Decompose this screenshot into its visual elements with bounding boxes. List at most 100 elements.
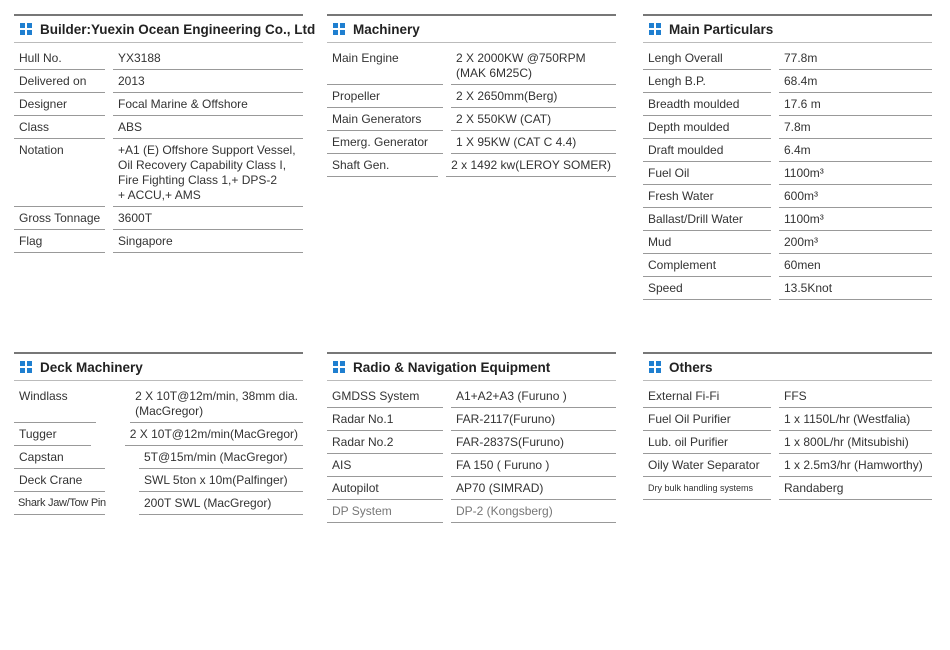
- icon-square: [20, 30, 25, 35]
- icon-square: [27, 30, 32, 35]
- row-label: Delivered on: [14, 70, 105, 93]
- row-value: 1 x 1150L/hr (Westfalia): [779, 408, 932, 431]
- row-label: DP System: [327, 500, 443, 523]
- row-label: Fuel Oil: [643, 162, 771, 185]
- row: Speed 13.5Knot: [643, 277, 932, 300]
- panel-title: Machinery: [353, 21, 420, 37]
- value-line: FFS: [784, 389, 807, 403]
- row-value: 3600T: [113, 207, 303, 230]
- row-label: Shaft Gen.: [327, 154, 439, 177]
- rows: External Fi-Fi FFS Fuel Oil Purifier 1 x 11…: [643, 385, 932, 500]
- row-value: YX3188: [113, 47, 303, 70]
- icon-square: [340, 361, 345, 366]
- row: Radar No.1 FAR-2117(Furuno): [327, 408, 616, 431]
- row-value: 5T@15m/min (MacGregor): [139, 446, 303, 469]
- value-line: 3600T: [118, 211, 153, 225]
- row-value: 13.5Knot: [779, 277, 932, 300]
- panel-header: Builder:Yuexin Ocean Engineering Co., Lt…: [14, 14, 315, 43]
- row: Capstan 5T@15m/min (MacGregor): [14, 446, 303, 469]
- row-value: 2 x 1492 kw(LEROY SOMER): [446, 154, 616, 177]
- value-line: 2 X 10T@12m/min(MacGregor): [129, 427, 298, 441]
- row-value: 68.4m: [779, 70, 932, 93]
- value-line: DP-2 (Kongsberg): [456, 504, 553, 518]
- icon-square: [20, 23, 25, 28]
- row: Delivered on 2013: [14, 70, 303, 93]
- panel-title: Others: [669, 359, 713, 375]
- icon-square: [20, 361, 25, 366]
- row-label: Oily Water Separator: [643, 454, 771, 477]
- value-line: Randaberg: [784, 481, 844, 495]
- row: AIS FA 150 ( Furuno ): [327, 454, 616, 477]
- icon-square: [649, 30, 654, 35]
- panel-title: Deck Machinery: [40, 359, 143, 375]
- panel-title: Main Particulars: [669, 21, 774, 37]
- row: Dry bulk handling systems Randaberg: [643, 477, 932, 500]
- icon-square: [656, 361, 661, 366]
- row: Tugger 2 X 10T@12m/min(MacGregor): [14, 423, 303, 446]
- panel: Radio & Navigation Equipment GMDSS System…: [327, 352, 616, 523]
- row-label: Notation: [14, 139, 105, 207]
- row-value: 2 X 550KW (CAT): [451, 108, 616, 131]
- panel: Machinery Main Engine 2 X 2000KW @750RPM (M…: [327, 14, 616, 177]
- icon-square: [340, 368, 345, 373]
- value-line: 200m³: [784, 235, 819, 249]
- row-value: SWL 5ton x 10m(Palfinger): [139, 469, 303, 492]
- row-value: 60men: [779, 254, 932, 277]
- row-value: 17.6 m: [779, 93, 932, 116]
- row: Windlass 2 X 10T@12m/min, 38mm dia. (MacGr…: [14, 385, 303, 423]
- value-line: FAR-2117(Furuno): [456, 412, 556, 426]
- value-line: Oil Recovery Capability Class I,: [118, 158, 287, 172]
- value-line: +A1 (E) Offshore Support Vessel,: [118, 143, 296, 157]
- row-label: Speed: [643, 277, 771, 300]
- row: Mud 200m³: [643, 231, 932, 254]
- row: Main Generators 2 X 550KW (CAT): [327, 108, 616, 131]
- value-line: 68.4m: [784, 74, 818, 88]
- row-value: Focal Marine & Offshore: [113, 93, 303, 116]
- panel: Main Particulars Lengh Overall 77.8m Lengh …: [643, 14, 932, 300]
- row: Lengh Overall 77.8m: [643, 47, 932, 70]
- row-value: 2 X 10T@12m/min, 38mm dia. (MacGregor): [130, 385, 303, 423]
- icon-square: [649, 23, 654, 28]
- row: Shark Jaw/Tow Pin 200T SWL (MacGregor): [14, 492, 303, 515]
- row-label: Draft moulded: [643, 139, 771, 162]
- value-line: FA 150 ( Furuno ): [456, 458, 550, 472]
- row-label: Fresh Water: [643, 185, 771, 208]
- icon-square: [649, 368, 654, 373]
- value-line: 1100m³: [784, 212, 824, 226]
- row-label: Dry bulk handling systems: [643, 477, 771, 500]
- row-value: FA 150 ( Furuno ): [451, 454, 616, 477]
- row-value: 2 X 2000KW @750RPM (MAK 6M25C): [451, 47, 616, 85]
- row-label: Gross Tonnage: [14, 207, 105, 230]
- row-value: FAR-2117(Furuno): [451, 408, 616, 431]
- row: Class ABS: [14, 116, 303, 139]
- row-value: 2 X 2650mm(Berg): [451, 85, 616, 108]
- row-label: Mud: [643, 231, 771, 254]
- row-label: Hull No.: [14, 47, 105, 70]
- row-label: Windlass: [14, 385, 97, 423]
- row: Notation +A1 (E) Offshore Support Vessel,…: [14, 139, 303, 207]
- value-line: 13.5Knot: [784, 281, 833, 295]
- panel-title: Radio & Navigation Equipment: [353, 359, 551, 375]
- row-label: Lengh Overall: [643, 47, 771, 70]
- row: Ballast/Drill Water 1100m³: [643, 208, 932, 231]
- icon-square: [340, 23, 345, 28]
- value-line: A1+A2+A3 (Furuno ): [456, 389, 567, 403]
- row: Shaft Gen. 2 x 1492 kw(LEROY SOMER): [327, 154, 616, 177]
- row-label: AIS: [327, 454, 443, 477]
- row: Breadth moulded 17.6 m: [643, 93, 932, 116]
- panel-header: Others: [643, 352, 932, 381]
- row-label: Flag: [14, 230, 105, 253]
- value-line: 200T SWL (MacGregor): [144, 496, 272, 510]
- icon: [649, 361, 661, 373]
- row: Depth moulded 7.8m: [643, 116, 932, 139]
- icon-square: [656, 368, 661, 373]
- row: DP System DP-2 (Kongsberg): [327, 500, 616, 523]
- row: Fuel Oil 1100m³: [643, 162, 932, 185]
- value-line: (MAK 6M25C): [456, 66, 533, 80]
- row-label: Radar No.1: [327, 408, 443, 431]
- row: Fresh Water 600m³: [643, 185, 932, 208]
- value-line: 1 x 2.5m3/hr (Hamworthy): [784, 458, 923, 472]
- icon-square: [333, 361, 338, 366]
- panel: Others External Fi-Fi FFS Fuel Oil Purifier…: [643, 352, 932, 500]
